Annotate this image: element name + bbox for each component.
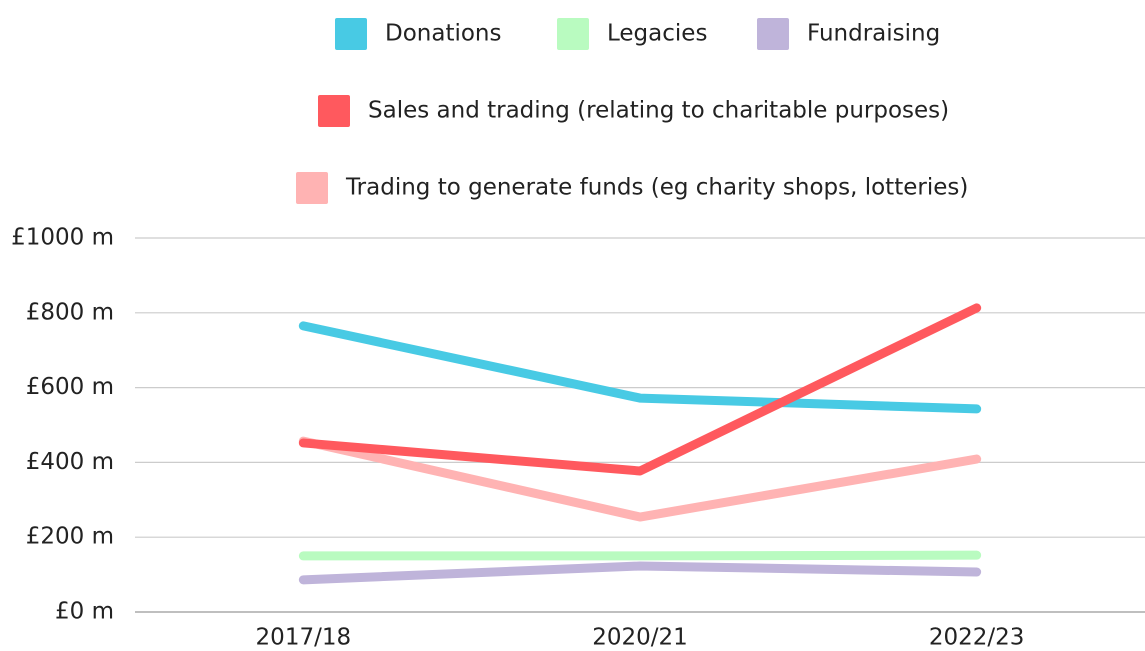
- line-series: [298, 561, 982, 585]
- legend-label: Donations: [385, 21, 502, 47]
- legend-label: Legacies: [607, 21, 707, 47]
- y-tick-label: £400 m: [26, 449, 114, 475]
- line-series: [298, 303, 982, 476]
- y-tick-label: £1000 m: [11, 225, 114, 251]
- legend-swatch: [335, 18, 367, 50]
- legend-swatch: [557, 18, 589, 50]
- legend-label: Sales and trading (relating to charitabl…: [368, 98, 949, 124]
- y-tick-label: £800 m: [26, 299, 114, 325]
- legend-label: Trading to generate funds (eg charity sh…: [345, 175, 968, 201]
- y-tick-label: £0 m: [55, 599, 114, 625]
- legend-swatch: [757, 18, 789, 50]
- x-tick-label: 2017/18: [256, 625, 352, 651]
- legend-swatch: [296, 172, 328, 204]
- legend-swatch: [318, 95, 350, 127]
- line-series: [298, 436, 982, 522]
- x-tick-label: 2022/23: [929, 625, 1025, 651]
- line-series: [298, 321, 982, 414]
- y-tick-label: £200 m: [26, 524, 114, 550]
- x-tick-label: 2020/21: [592, 625, 688, 651]
- line-series: [298, 550, 982, 561]
- y-tick-label: £600 m: [26, 374, 114, 400]
- legend-label: Fundraising: [807, 21, 940, 47]
